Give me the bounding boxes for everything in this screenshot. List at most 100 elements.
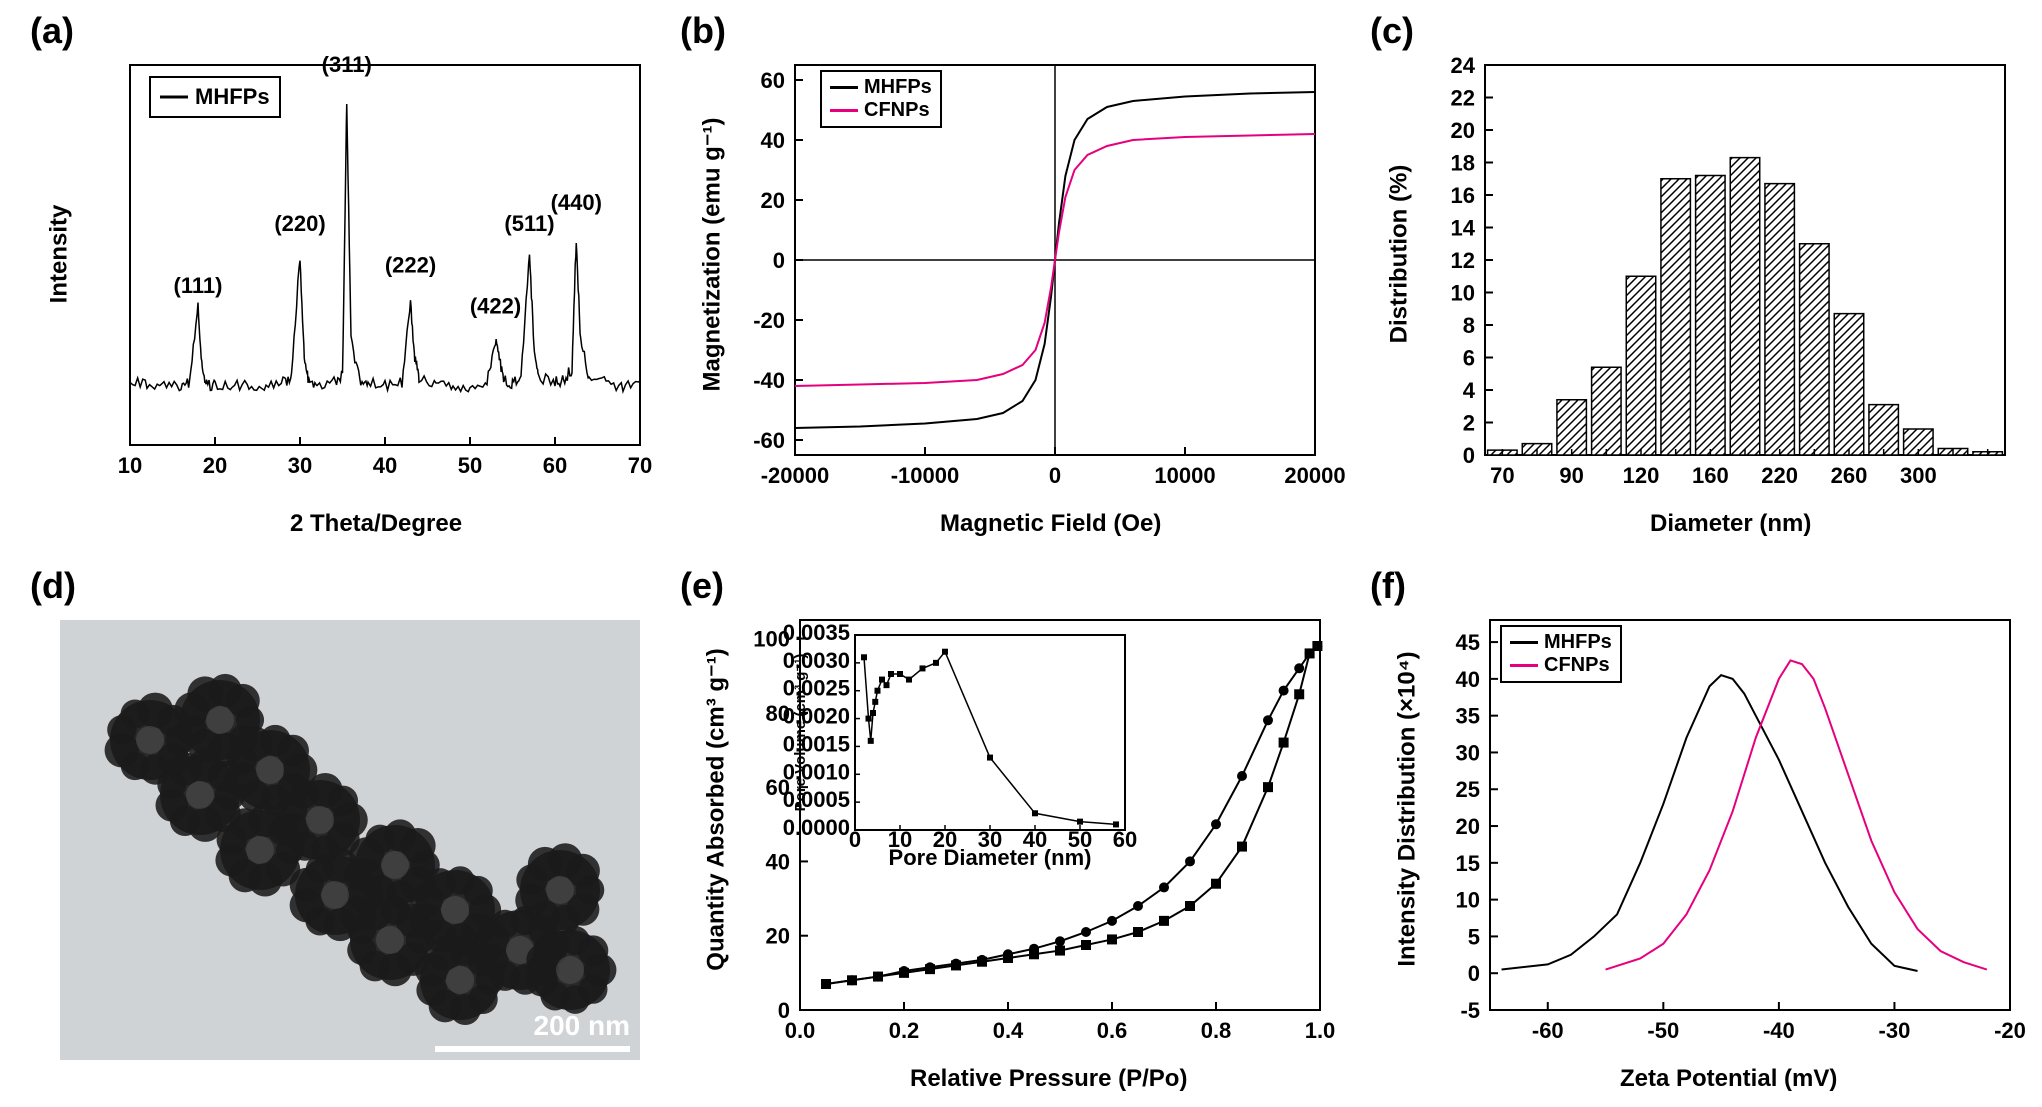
panel-f-legend: MHFPs CFNPs [1500, 625, 1622, 683]
svg-text:-20: -20 [1994, 1018, 2026, 1043]
legend-line-mhfps-f [1510, 641, 1538, 644]
legend-line-mhfps [830, 86, 858, 89]
panel-f-ylabel: Intensity Distribution (×10⁴) [1394, 651, 1422, 966]
panel-f: (f) -60-50-40-30-20-5051015202530354045 … [1370, 565, 2030, 1095]
svg-text:5: 5 [1468, 924, 1480, 949]
panel-e-plot: 0.00.20.40.60.81.00204060801000102030405… [745, 610, 1345, 1080]
svg-text:0: 0 [778, 998, 790, 1023]
svg-text:20: 20 [1451, 118, 1475, 143]
svg-text:0.8: 0.8 [1201, 1018, 1232, 1043]
svg-text:0: 0 [773, 248, 785, 273]
svg-text:8: 8 [1463, 313, 1475, 338]
panel-e-xlabel: Relative Pressure (P/Po) [910, 1065, 1187, 1093]
panel-c-plot: 0246810121416182022247090120160220260300 [1435, 55, 2035, 525]
svg-text:20: 20 [203, 453, 227, 478]
panel-d-scalebar: 200 nm [435, 1010, 630, 1052]
scalebar-text: 200 nm [534, 1010, 631, 1041]
svg-text:Pore Diameter (nm): Pore Diameter (nm) [889, 845, 1092, 870]
svg-text:220: 220 [1761, 463, 1798, 488]
panel-a-xlabel: 2 Theta/Degree [290, 510, 462, 538]
svg-text:40: 40 [766, 849, 790, 874]
svg-text:0: 0 [1463, 443, 1475, 468]
svg-text:0.0000: 0.0000 [783, 815, 850, 840]
panel-e: (e) 0.00.20.40.60.81.0020406080100010203… [680, 565, 1340, 1095]
svg-text:260: 260 [1831, 463, 1868, 488]
panel-c-xlabel: Diameter (nm) [1650, 510, 1811, 538]
panel-e-ylabel: Quantity Absorbed (cm³ g⁻¹) [702, 648, 731, 970]
svg-text:0: 0 [1468, 961, 1480, 986]
svg-text:4: 4 [1463, 378, 1476, 403]
svg-text:0.4: 0.4 [993, 1018, 1024, 1043]
svg-text:45: 45 [1456, 630, 1480, 655]
panel-b-xlabel: Magnetic Field (Oe) [940, 510, 1161, 538]
svg-text:20000: 20000 [1284, 463, 1345, 488]
svg-text:10: 10 [118, 453, 142, 478]
svg-text:25: 25 [1456, 777, 1480, 802]
panel-a-plot: 10203040506070(111)(220)(311)(222)(422)(… [70, 55, 670, 525]
svg-text:-60: -60 [753, 428, 785, 453]
svg-text:35: 35 [1456, 704, 1480, 729]
panel-c-label: (c) [1370, 10, 1414, 52]
svg-text:30: 30 [288, 453, 312, 478]
svg-text:(311): (311) [322, 55, 372, 77]
svg-text:-30: -30 [1879, 1018, 1911, 1043]
svg-text:-20: -20 [753, 308, 785, 333]
legend-b-mhfps: MHFPs [864, 76, 932, 99]
panel-c-ylabel: Distribution (%) [1385, 165, 1413, 344]
svg-text:-40: -40 [753, 368, 785, 393]
svg-text:2: 2 [1463, 411, 1475, 436]
panel-b-legend: MHFPs CFNPs [820, 70, 942, 128]
panel-a-label: (a) [30, 10, 74, 52]
legend-b-cfnps: CFNPs [864, 99, 930, 122]
svg-text:12: 12 [1451, 248, 1475, 273]
svg-text:10000: 10000 [1154, 463, 1215, 488]
panel-d-micrograph [60, 620, 640, 1060]
svg-text:0: 0 [1049, 463, 1061, 488]
panel-b-ylabel: Magnetization (emu g⁻¹) [697, 118, 726, 392]
panel-a-ylabel: Intensity [45, 205, 73, 304]
panel-d: (d) 200 nm [30, 565, 660, 1095]
svg-text:40: 40 [1456, 667, 1480, 692]
svg-text:(440): (440) [551, 190, 602, 215]
svg-text:70: 70 [628, 453, 652, 478]
panel-b: (b) -20000-1000001000020000-60-40-200204… [680, 10, 1340, 540]
svg-text:160: 160 [1692, 463, 1729, 488]
svg-text:0.2: 0.2 [889, 1018, 920, 1043]
svg-text:60: 60 [761, 68, 785, 93]
svg-text:(111): (111) [174, 273, 223, 298]
svg-text:-40: -40 [1763, 1018, 1795, 1043]
svg-text:30: 30 [1456, 740, 1480, 765]
svg-text:120: 120 [1623, 463, 1660, 488]
svg-text:300: 300 [1900, 463, 1937, 488]
panel-f-xlabel: Zeta Potential (mV) [1620, 1065, 1837, 1093]
svg-text:24: 24 [1451, 55, 1476, 78]
panel-f-label: (f) [1370, 565, 1406, 607]
svg-text:60: 60 [543, 453, 567, 478]
svg-text:-20000: -20000 [761, 463, 830, 488]
legend-line-cfnps-f [1510, 664, 1538, 667]
svg-text:20: 20 [1456, 814, 1480, 839]
legend-f-cfnps: CFNPs [1544, 654, 1610, 677]
svg-text:(511): (511) [504, 211, 554, 236]
svg-text:10: 10 [1456, 888, 1480, 913]
svg-text:-50: -50 [1647, 1018, 1679, 1043]
svg-text:22: 22 [1451, 86, 1475, 111]
svg-text:1.0: 1.0 [1305, 1018, 1336, 1043]
svg-text:(220): (220) [274, 211, 325, 236]
panel-c: (c) 024681012141618202224709012016022026… [1370, 10, 2030, 540]
svg-text:-60: -60 [1532, 1018, 1564, 1043]
panel-a: (a) 10203040506070(111)(220)(311)(222)(4… [30, 10, 660, 540]
svg-text:0.0035: 0.0035 [783, 620, 850, 645]
legend-line-cfnps [830, 109, 858, 112]
svg-text:(422): (422) [470, 294, 521, 319]
svg-text:90: 90 [1559, 463, 1583, 488]
svg-text:70: 70 [1490, 463, 1514, 488]
svg-text:15: 15 [1456, 851, 1480, 876]
svg-text:6: 6 [1463, 346, 1475, 371]
svg-text:40: 40 [761, 128, 785, 153]
svg-text:20: 20 [761, 188, 785, 213]
panel-e-label: (e) [680, 565, 724, 607]
svg-text:-10000: -10000 [891, 463, 960, 488]
legend-f-mhfps: MHFPs [1544, 631, 1612, 654]
panel-d-label: (d) [30, 565, 76, 607]
